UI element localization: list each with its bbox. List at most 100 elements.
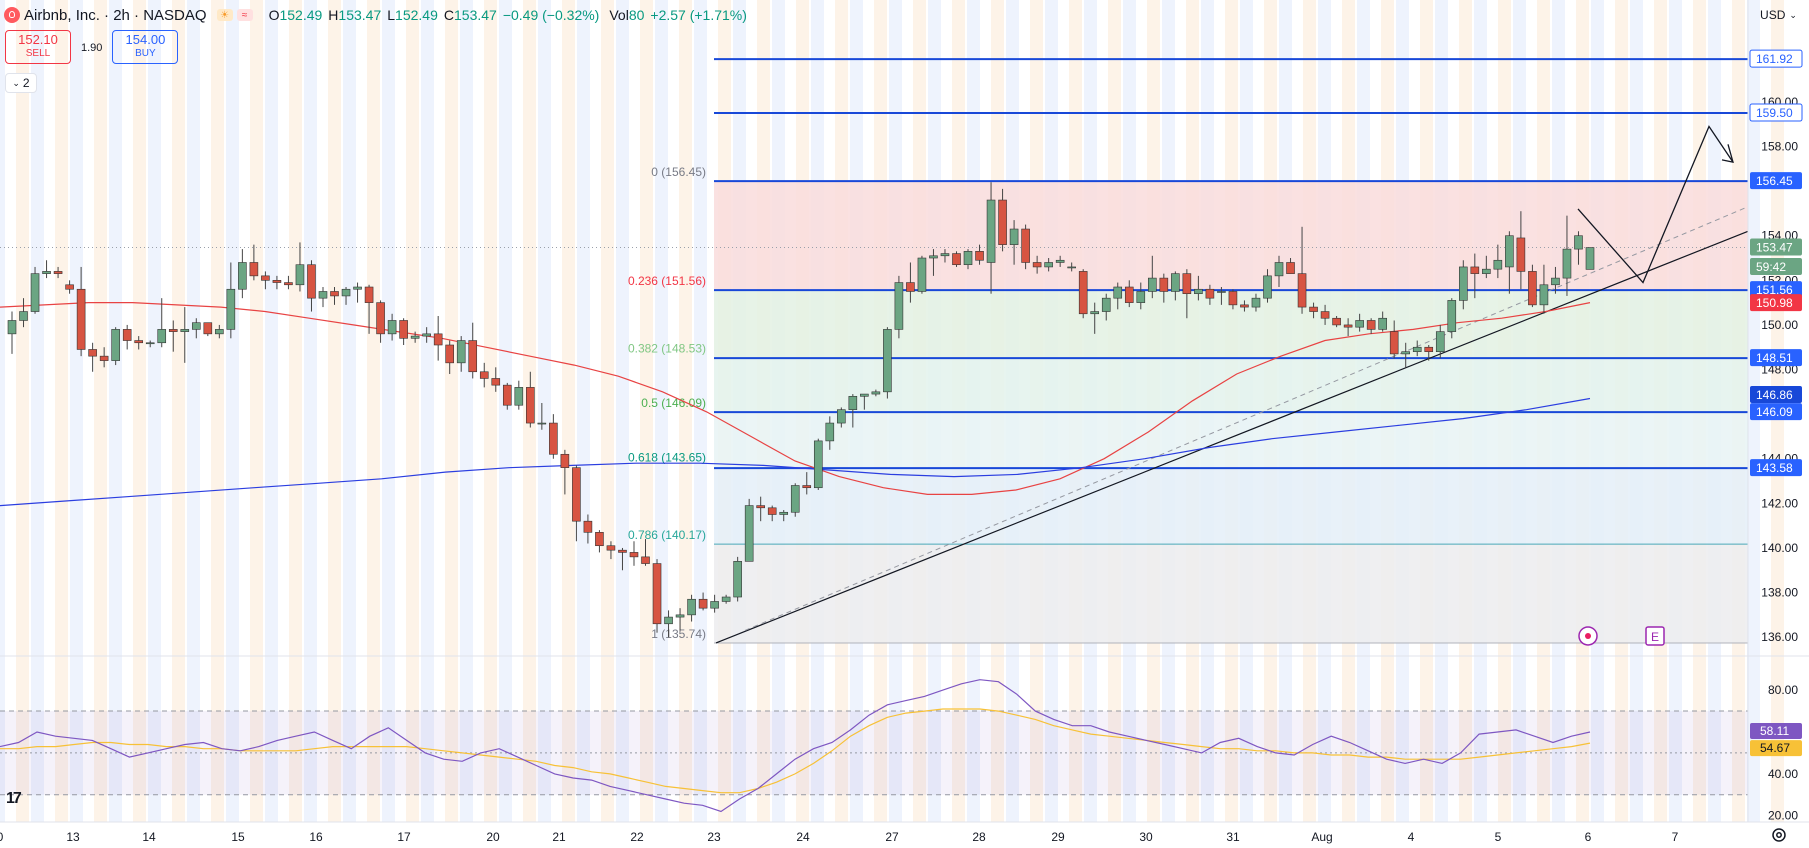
price-tag-text: 150.98 bbox=[1756, 296, 1793, 310]
price-tag[interactable] bbox=[1750, 257, 1802, 275]
candle-up bbox=[940, 253, 950, 257]
moving-averages bbox=[0, 302, 1591, 507]
candle-up bbox=[848, 395, 858, 410]
market-session-icon[interactable]: ☀ bbox=[216, 9, 233, 21]
price-axis[interactable]: 160.00158.00154.00152.00150.00148.00144.… bbox=[1747, 0, 1803, 822]
candle-down bbox=[330, 291, 339, 297]
price-tag[interactable] bbox=[1750, 349, 1802, 367]
premarket-band bbox=[109, 0, 122, 822]
currency-label: USD bbox=[1760, 8, 1786, 22]
premarket-band bbox=[460, 0, 473, 822]
price-tag[interactable] bbox=[1750, 238, 1802, 256]
tradingview-logo[interactable]: 17 bbox=[6, 790, 22, 807]
price-tag[interactable] bbox=[1750, 281, 1802, 299]
candle-up bbox=[456, 340, 466, 364]
buy-button[interactable]: 154.00 BUY bbox=[112, 30, 179, 64]
sell-button[interactable]: 152.10 SELL bbox=[5, 30, 71, 64]
candle-down bbox=[1205, 288, 1215, 299]
candle-down bbox=[1516, 237, 1526, 272]
price-tag[interactable] bbox=[1749, 103, 1803, 122]
time-tick-label: 14 bbox=[142, 830, 156, 844]
ema-blue-line bbox=[0, 397, 1591, 507]
candle-up bbox=[710, 601, 719, 609]
candle-up bbox=[157, 329, 167, 344]
candle-down bbox=[802, 485, 812, 489]
time-tick-label: 22 bbox=[630, 830, 644, 844]
candle-up bbox=[1113, 286, 1123, 299]
candle-down bbox=[583, 520, 593, 533]
data-status-icon[interactable]: ≈ bbox=[236, 9, 253, 21]
candle-down bbox=[88, 349, 97, 357]
volume-label: Vol bbox=[609, 7, 629, 23]
candle-up bbox=[537, 422, 547, 425]
candle-down bbox=[1032, 262, 1042, 268]
candle-up bbox=[894, 282, 904, 330]
candle-down bbox=[698, 598, 708, 609]
candle-down bbox=[65, 284, 74, 290]
candle-down bbox=[122, 329, 132, 341]
candle-up bbox=[883, 329, 892, 393]
candle-up bbox=[733, 561, 742, 598]
earnings-marker[interactable] bbox=[1645, 626, 1665, 646]
price-tag[interactable] bbox=[1749, 49, 1803, 68]
time-tick-label: 13 bbox=[66, 830, 80, 844]
trendline-support[interactable] bbox=[715, 230, 1749, 644]
candle-down bbox=[767, 507, 777, 515]
time-axis[interactable]: 0 13 14 15 16 17 20 21 22 23 24 27 28 29 30 31 Aug 4 5 6 7 bbox=[0, 821, 1809, 844]
price-tag[interactable] bbox=[1750, 294, 1802, 312]
price-tag[interactable] bbox=[1750, 403, 1802, 421]
candle-up bbox=[1562, 248, 1572, 279]
price-tag-text: 146.86 bbox=[1756, 388, 1793, 402]
candle-up bbox=[191, 322, 201, 330]
price-tick-label: 142.00 bbox=[1761, 496, 1798, 510]
close-value: 153.47 bbox=[454, 7, 497, 23]
time-tick-label: 30 bbox=[1139, 830, 1153, 844]
buy-price: 154.00 bbox=[125, 32, 166, 47]
candle-down bbox=[1320, 311, 1330, 319]
price-tag[interactable] bbox=[1750, 459, 1802, 477]
rsi-line bbox=[0, 679, 1591, 813]
afterhours-band bbox=[406, 0, 419, 822]
candle-up bbox=[318, 291, 328, 299]
projection-path[interactable] bbox=[1577, 125, 1734, 284]
trend-lines[interactable] bbox=[715, 125, 1749, 644]
time-tick-label: 6 bbox=[1585, 830, 1592, 844]
fib-zone bbox=[714, 412, 1748, 467]
candle-down bbox=[399, 320, 408, 339]
change-value: −0.49 (−0.32%) bbox=[502, 7, 600, 23]
time-tick-label: 15 bbox=[231, 830, 245, 844]
fib-label: 0.5 (146.09) bbox=[641, 396, 706, 410]
candle-up bbox=[1378, 317, 1387, 330]
premarket-band bbox=[616, 0, 629, 822]
candle-up bbox=[1412, 346, 1422, 352]
gear-icon[interactable] bbox=[1770, 826, 1788, 844]
candle-up bbox=[1574, 235, 1583, 250]
candle-up bbox=[825, 422, 835, 442]
price-tag[interactable] bbox=[1750, 385, 1802, 403]
premarket-band bbox=[577, 0, 590, 822]
candle-down bbox=[502, 384, 512, 406]
afterhours-band bbox=[16, 0, 29, 822]
rsi-ma-line bbox=[0, 708, 1591, 794]
candle-up bbox=[1458, 266, 1468, 301]
event-markers[interactable]: E bbox=[1578, 626, 1665, 646]
fib-zone bbox=[714, 181, 1748, 291]
price-tag[interactable] bbox=[1750, 172, 1802, 190]
candle-down bbox=[1297, 273, 1307, 308]
candle-up bbox=[664, 616, 673, 625]
candle-up bbox=[1505, 235, 1514, 268]
symbol-title[interactable]: Airbnb, Inc. · 2h · NASDAQ bbox=[24, 6, 207, 24]
candle-up bbox=[295, 264, 305, 286]
currency-selector[interactable]: USD ⌄ bbox=[1748, 0, 1809, 30]
trendline-dashed[interactable] bbox=[744, 206, 1749, 631]
premarket-band bbox=[382, 0, 395, 822]
indicators-toggle[interactable]: ⌄ 2 bbox=[5, 73, 37, 93]
candle-down bbox=[641, 556, 650, 564]
candle-up bbox=[180, 329, 190, 332]
rsi-value-tag bbox=[1750, 722, 1802, 739]
fib-label: 0.382 (148.53) bbox=[628, 342, 706, 356]
price-tag-text: 143.58 bbox=[1756, 461, 1793, 475]
airbnb-logo-icon bbox=[4, 7, 20, 23]
time-tick-label: 16 bbox=[309, 830, 323, 844]
